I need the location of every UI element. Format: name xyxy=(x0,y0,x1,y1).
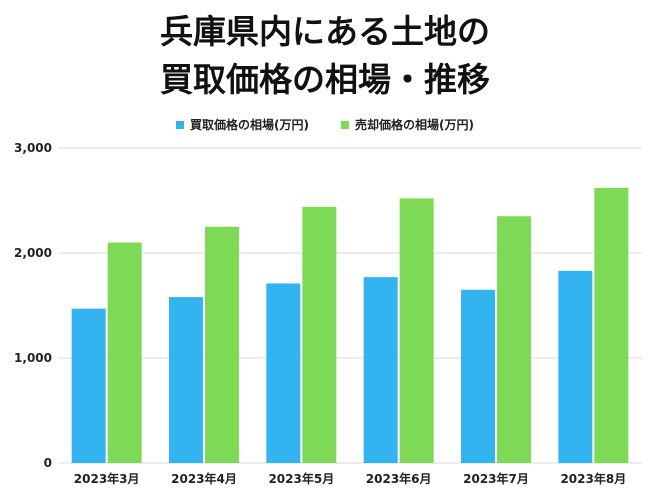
x-tick-label: 2023年3月 xyxy=(74,471,140,486)
bar-sell xyxy=(399,198,434,463)
legend-item-buy: 買取価格の相場(万円) xyxy=(176,116,309,133)
legend-label-sell: 売却価格の相場(万円) xyxy=(355,118,474,132)
legend-swatch-sell xyxy=(341,120,349,129)
bar-buy xyxy=(266,283,301,463)
legend-label-buy: 買取価格の相場(万円) xyxy=(190,118,309,132)
bar-sell xyxy=(302,206,337,464)
bar-sell xyxy=(594,187,629,463)
legend: 買取価格の相場(万円) 売却価格の相場(万円) xyxy=(0,116,650,133)
y-tick-label: 3,000 xyxy=(14,141,52,155)
legend-swatch-buy xyxy=(176,120,185,129)
x-tick-label: 2023年4月 xyxy=(171,471,237,486)
bar-buy xyxy=(461,289,495,463)
bar-sell xyxy=(497,216,531,463)
x-tick-label: 2023年5月 xyxy=(268,471,334,486)
y-tick-label: 1,000 xyxy=(14,351,52,365)
y-tick-label: 2,000 xyxy=(14,246,52,260)
bar-sell xyxy=(205,226,239,463)
legend-item-sell: 売却価格の相場(万円) xyxy=(341,116,474,133)
bar-buy xyxy=(363,277,398,463)
bar-buy xyxy=(558,270,593,463)
title-line-1: 兵庫県内にある土地の xyxy=(160,12,490,51)
bar-buy xyxy=(71,308,106,463)
bar-sell xyxy=(107,242,142,463)
x-tick-label: 2023年7月 xyxy=(463,471,529,486)
chart-title: 兵庫県内にある土地の 買取価格の相場・推移 xyxy=(0,8,650,104)
title-line-2: 買取価格の相場・推移 xyxy=(160,60,490,99)
y-tick-label: 0 xyxy=(44,456,52,470)
x-tick-label: 2023年6月 xyxy=(366,471,432,486)
x-tick-label: 2023年8月 xyxy=(560,471,626,486)
bar-buy xyxy=(169,297,203,463)
